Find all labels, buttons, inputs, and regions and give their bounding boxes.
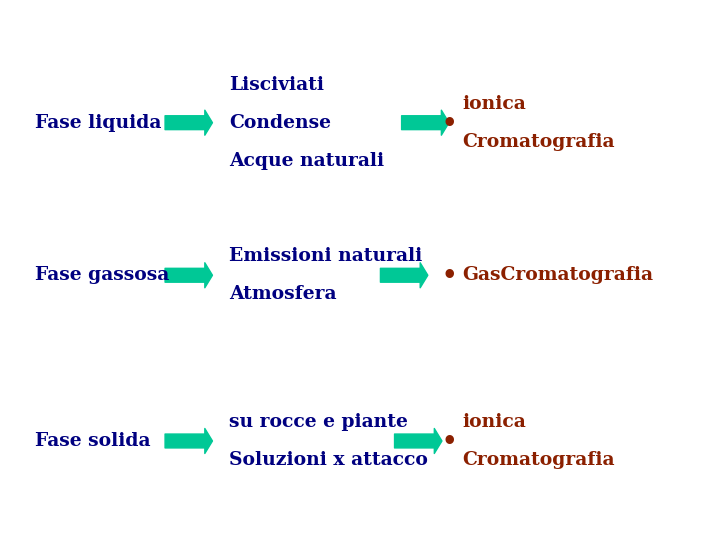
Text: Soluzioni x attacco: Soluzioni x attacco: [230, 451, 428, 469]
Text: Fase solida: Fase solida: [35, 432, 150, 450]
Text: •: •: [441, 429, 456, 453]
Text: •: •: [441, 264, 456, 287]
Text: Acque naturali: Acque naturali: [230, 152, 384, 170]
Text: Lisciviati: Lisciviati: [230, 76, 325, 94]
Text: Atmosfera: Atmosfera: [230, 285, 337, 303]
Text: Fase liquida: Fase liquida: [35, 114, 161, 132]
Text: ionica: ionica: [462, 413, 526, 431]
Text: Fase gassosa: Fase gassosa: [35, 266, 169, 284]
Text: •: •: [441, 111, 456, 134]
Text: Emissioni naturali: Emissioni naturali: [230, 247, 423, 265]
Text: ionica: ionica: [462, 94, 526, 113]
Text: su rocce e piante: su rocce e piante: [230, 413, 408, 431]
Text: Cromatografia: Cromatografia: [462, 451, 615, 469]
Text: Condense: Condense: [230, 114, 331, 132]
Text: GasCromatografia: GasCromatografia: [462, 266, 653, 284]
Text: Cromatografia: Cromatografia: [462, 133, 615, 151]
